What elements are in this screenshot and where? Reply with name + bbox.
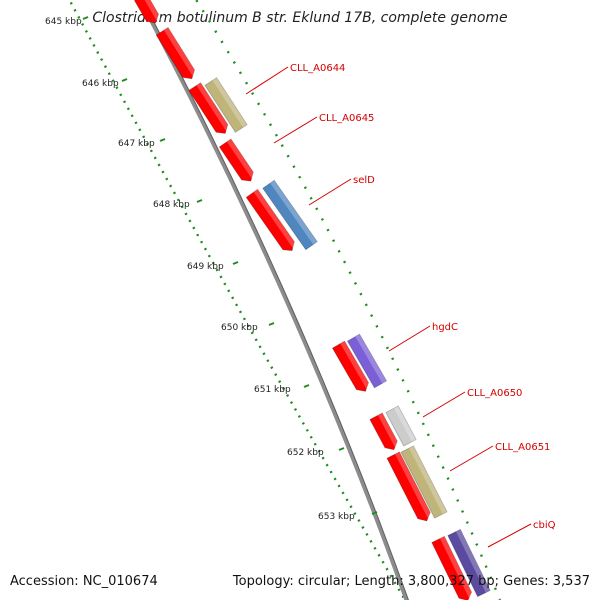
- genome-summary-text: Topology: circular; Length: 3,800,327 bp…: [232, 574, 590, 589]
- tick-label: 652 kbp: [287, 448, 324, 458]
- backbone: [138, 0, 409, 600]
- tick-mark: [232, 261, 239, 265]
- gene-block-red: [188, 82, 232, 134]
- gene-block-cll-a0650: [385, 405, 417, 447]
- gene-label: CLL_A0644: [290, 63, 345, 74]
- gene-label: selD: [353, 175, 375, 186]
- gene-block-seld: [262, 179, 318, 251]
- gene-block-red: [218, 138, 257, 182]
- gene-block-cll-a0644: [204, 77, 248, 133]
- gene-label: cbiQ: [533, 520, 556, 531]
- gene-block-red: [369, 412, 401, 451]
- gene-leader-line: [449, 445, 494, 472]
- gene-block-red: [245, 188, 298, 252]
- gene-block-hgdc: [346, 333, 388, 389]
- gene-leader-line: [422, 391, 466, 418]
- tick-label: 646 kbp: [82, 79, 119, 89]
- gene-leader-line: [487, 523, 532, 548]
- tick-mark: [82, 16, 89, 20]
- gene-block-red: [133, 0, 162, 24]
- gene-block-cll-a0651: [400, 445, 448, 519]
- tick-mark: [371, 511, 378, 515]
- tick-mark: [159, 138, 166, 142]
- gene-block-red: [155, 26, 198, 80]
- tick-ring: [68, 0, 407, 600]
- tick-mark: [303, 384, 310, 388]
- gene-block-cbiq: [447, 528, 491, 598]
- tick-mark: [121, 78, 128, 82]
- gene-block-red: [386, 451, 434, 522]
- tick-mark: [196, 199, 203, 203]
- gene-leader-line: [273, 116, 318, 144]
- tick-label: 650 kbp: [221, 323, 258, 333]
- outer-dotted-ring: [194, 0, 502, 600]
- gene-leader-line: [245, 66, 289, 95]
- map-title: Clostridium botulinum B str. Eklund 17B,…: [92, 10, 508, 26]
- tick-label: 653 kbp: [318, 512, 355, 522]
- gene-label: CLL_A0645: [319, 113, 374, 124]
- tick-label: 645 kbp: [45, 17, 82, 27]
- gene-block-red: [431, 535, 475, 600]
- tick-mark: [268, 322, 275, 326]
- gene-leader-line: [308, 178, 352, 206]
- tick-label: 651 kbp: [254, 385, 291, 395]
- tick-mark: [338, 447, 345, 451]
- gene-block-red: [331, 340, 372, 392]
- gene-label: hgdC: [432, 322, 458, 333]
- gene-label: CLL_A0650: [467, 388, 522, 399]
- gene-leader-line: [388, 325, 431, 352]
- accession-text: Accession: NC_010674: [10, 574, 158, 589]
- tick-label: 647 kbp: [118, 139, 155, 149]
- tick-label: 649 kbp: [187, 262, 224, 272]
- gene-label: CLL_A0651: [495, 442, 550, 453]
- tick-label: 648 kbp: [153, 200, 190, 210]
